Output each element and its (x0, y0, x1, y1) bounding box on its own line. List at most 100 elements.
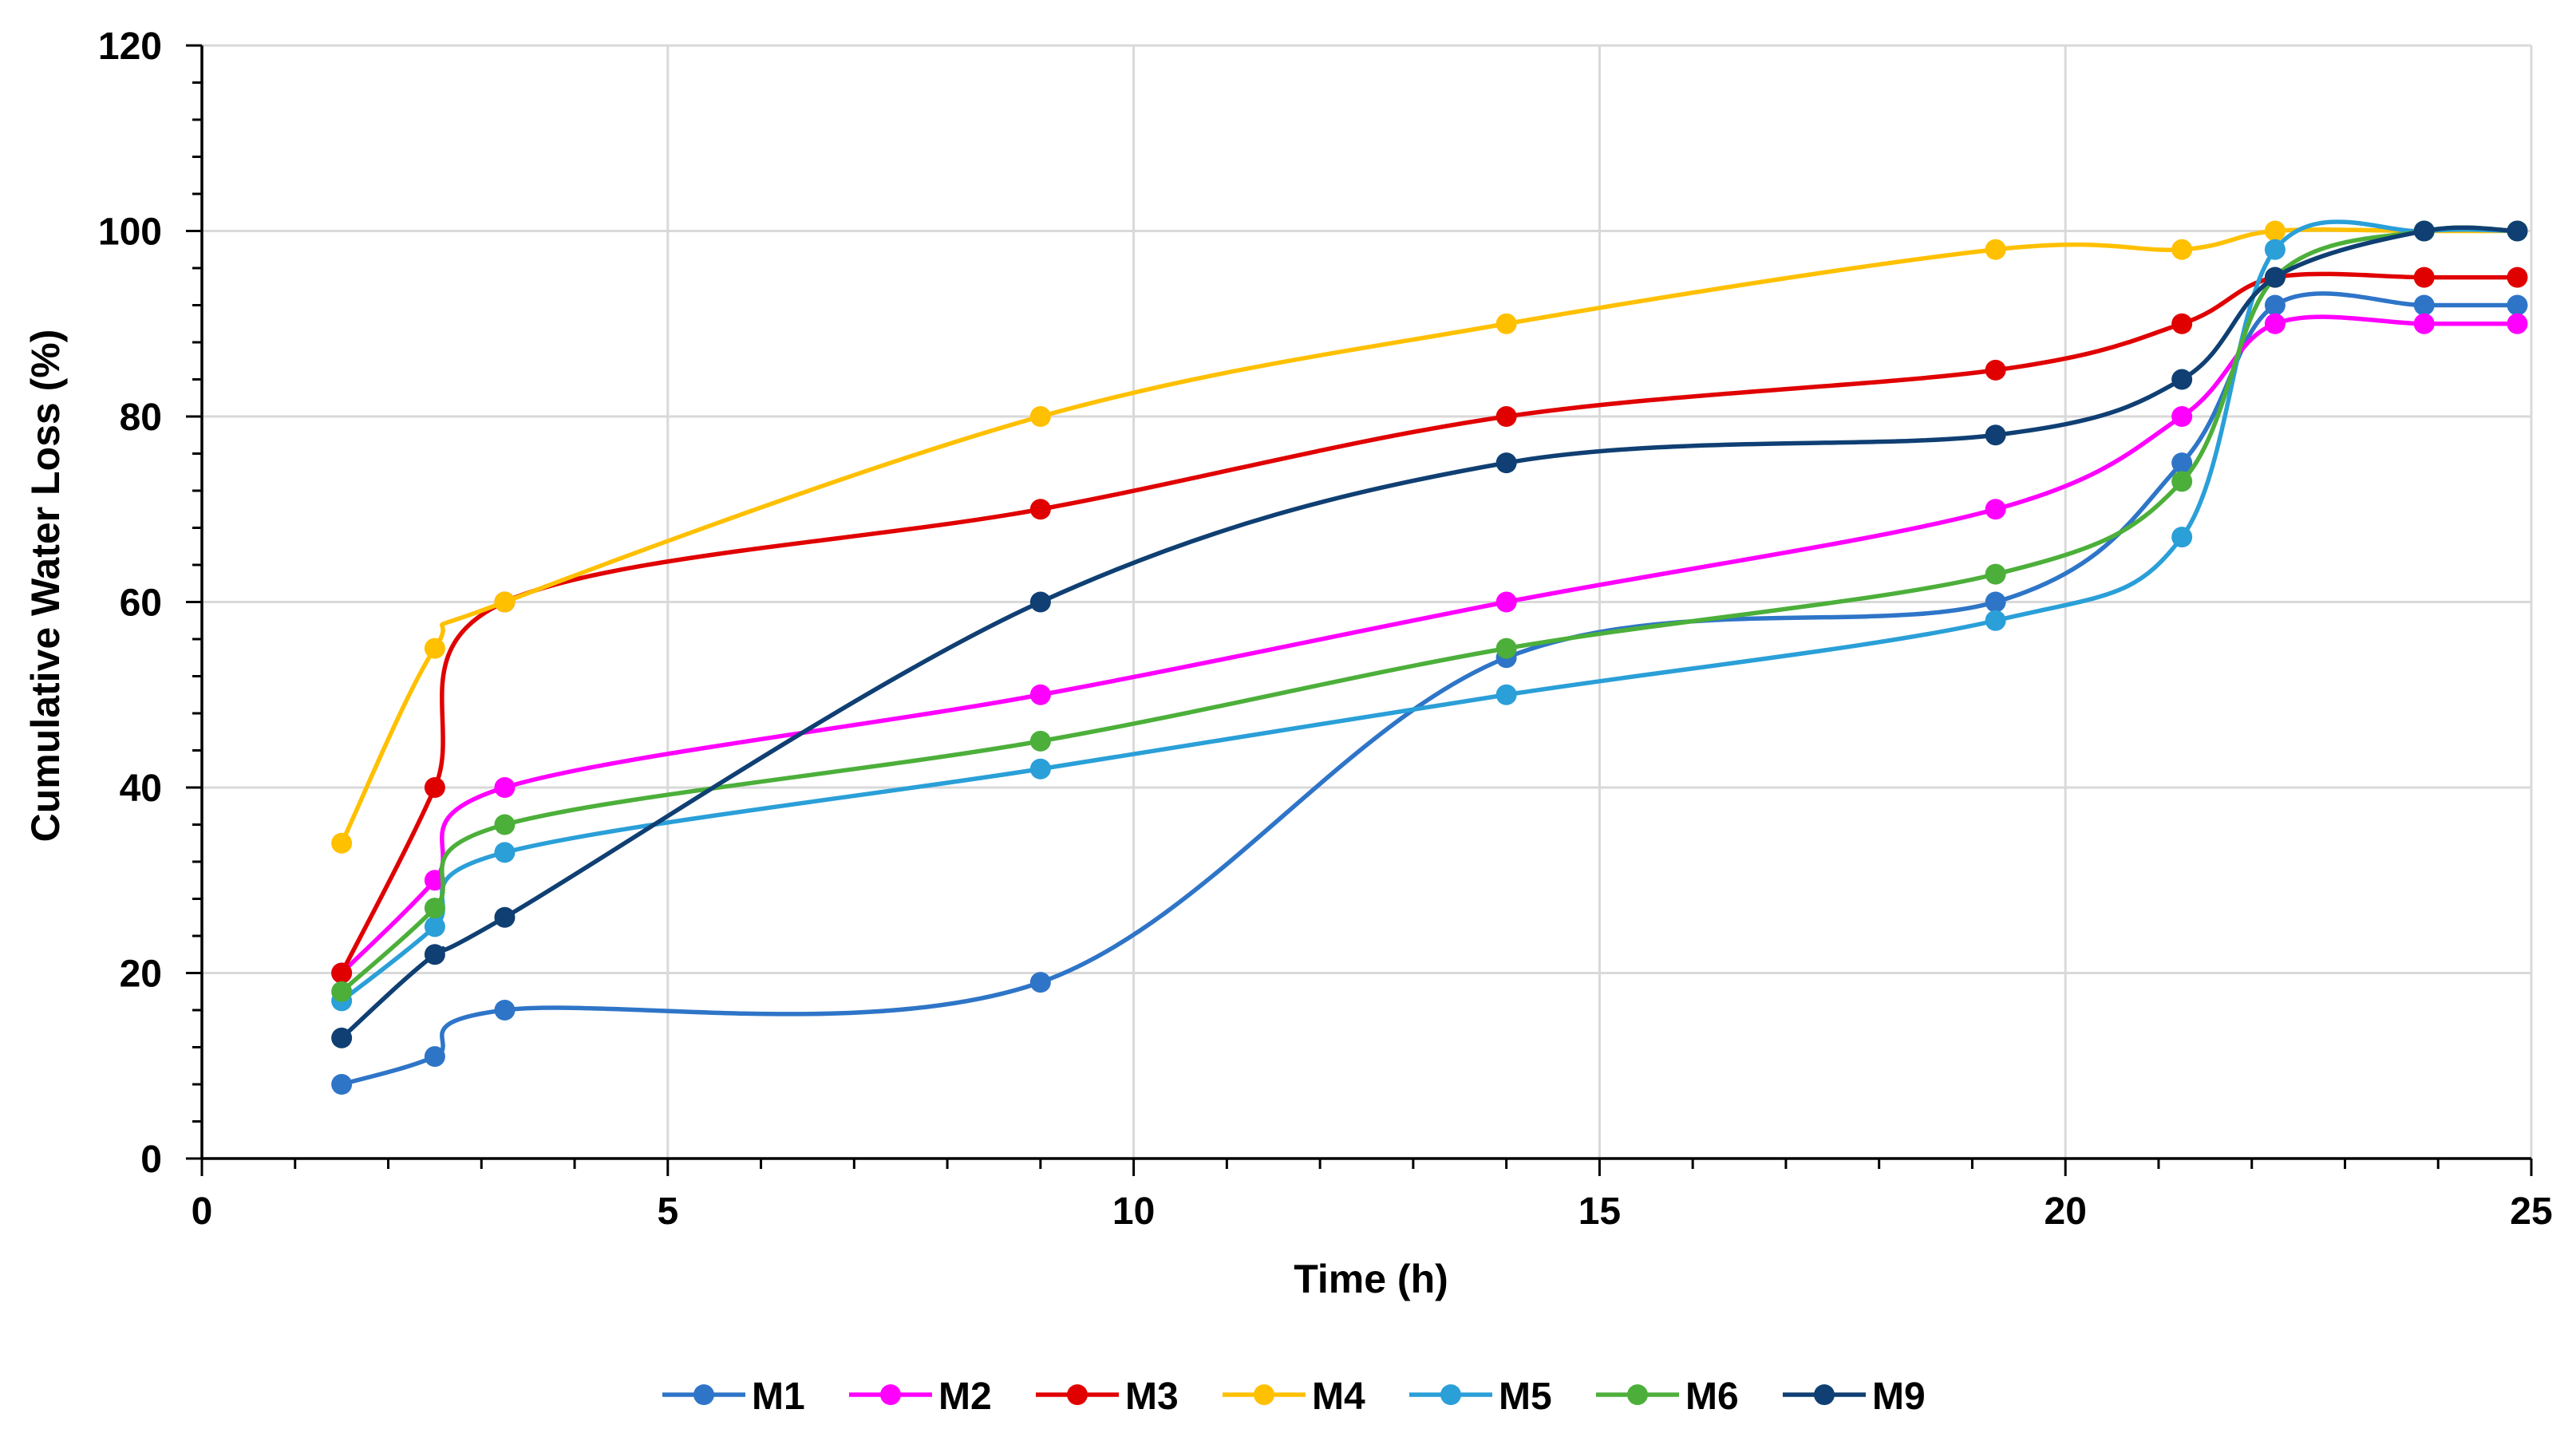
x-tick-label: 25 (2510, 1190, 2552, 1233)
legend-item-m2: M2 (849, 1376, 992, 1418)
data-point-m6 (424, 898, 445, 919)
legend-marker (1440, 1384, 1461, 1405)
data-point-m2 (1029, 684, 1051, 705)
data-point-m9 (494, 906, 516, 928)
data-point-m4 (1985, 239, 2006, 260)
data-point-m3 (2413, 266, 2435, 288)
y-tick-label: 60 (120, 582, 162, 625)
data-point-m5 (2171, 527, 2193, 548)
data-point-m5 (424, 916, 445, 938)
data-point-m9 (1029, 591, 1051, 613)
legend-item-m3: M3 (1036, 1376, 1179, 1418)
data-point-m4 (424, 638, 445, 659)
data-point-m6 (1029, 730, 1051, 752)
y-tick-label: 0 (140, 1139, 162, 1181)
data-point-m4 (2171, 239, 2193, 260)
data-point-m4 (494, 591, 516, 613)
data-point-m1 (1985, 591, 2006, 613)
series-m9 (331, 220, 2528, 1048)
data-point-m6 (331, 981, 353, 1002)
x-tick-label: 5 (657, 1190, 678, 1233)
data-point-m6 (1495, 638, 1517, 659)
legend-marker (1067, 1384, 1088, 1405)
legend-label: M9 (1872, 1376, 1926, 1418)
data-point-m9 (331, 1027, 353, 1048)
data-point-m6 (1985, 563, 2006, 585)
legend-label: M5 (1499, 1376, 1552, 1418)
data-point-m1 (2171, 452, 2193, 474)
x-tick-label: 20 (2045, 1190, 2087, 1233)
legend-label: M2 (938, 1376, 992, 1418)
data-point-m6 (494, 814, 516, 835)
data-point-m5 (1029, 758, 1051, 780)
legend-marker (693, 1384, 714, 1405)
data-point-m1 (494, 1000, 516, 1020)
data-point-m1 (424, 1046, 445, 1068)
legend-label: M3 (1125, 1376, 1179, 1418)
data-point-m6 (2171, 471, 2193, 492)
legend-label: M4 (1312, 1376, 1365, 1418)
x-axis-title: Time (h) (1294, 1257, 1448, 1301)
grid (202, 44, 2533, 1159)
legend-marker (1627, 1384, 1648, 1405)
legend-item-m1: M1 (662, 1376, 805, 1418)
data-point-m4 (1029, 406, 1051, 427)
data-point-m3 (1495, 406, 1517, 427)
data-point-m4 (1495, 313, 1517, 334)
data-point-m4 (2264, 220, 2286, 242)
x-tick-label: 15 (1578, 1190, 1621, 1233)
data-point-m5 (1495, 684, 1517, 705)
legend-item-m9: M9 (1783, 1376, 1926, 1418)
data-point-m9 (2264, 266, 2286, 288)
data-point-m1 (2264, 294, 2286, 316)
legend-label: M6 (1685, 1376, 1739, 1418)
legend: M1 M2 M3 M4 M5 M6 M9 (662, 1376, 1926, 1418)
data-point-m3 (2507, 266, 2528, 288)
legend-item-m5: M5 (1409, 1376, 1552, 1418)
data-point-m5 (2264, 239, 2286, 260)
data-point-m3 (1985, 359, 2006, 381)
data-point-m3 (2171, 313, 2193, 334)
data-point-m9 (424, 944, 445, 965)
data-point-m3 (424, 777, 445, 798)
data-point-m2 (2413, 313, 2435, 334)
data-point-m4 (331, 832, 353, 854)
x-tick-label: 0 (192, 1190, 213, 1233)
data-point-m1 (2413, 294, 2435, 316)
legend-marker (1814, 1384, 1835, 1405)
legend-marker (880, 1384, 901, 1405)
data-point-m5 (494, 842, 516, 863)
legend-marker (1254, 1384, 1274, 1405)
data-point-m1 (2507, 294, 2528, 316)
data-point-m2 (2171, 406, 2193, 427)
x-tick-label: 10 (1112, 1190, 1155, 1233)
data-point-m9 (2507, 220, 2528, 242)
y-tick-label: 80 (120, 397, 162, 439)
y-tick-label: 40 (120, 768, 162, 810)
data-point-m2 (494, 777, 516, 798)
data-point-m3 (1029, 499, 1051, 520)
y-tick-label: 20 (120, 953, 162, 996)
y-tick-label: 120 (98, 26, 162, 68)
data-point-m9 (2413, 220, 2435, 242)
legend-item-m4: M4 (1223, 1376, 1365, 1418)
data-point-m3 (331, 962, 353, 984)
data-point-m2 (1495, 591, 1517, 613)
series-layer (331, 219, 2528, 1095)
data-point-m2 (1985, 499, 2006, 520)
ticks: 0 20 40 60 80 100 120 0 5 10 15 20 25 (98, 26, 2553, 1233)
legend-item-m6: M6 (1596, 1376, 1739, 1418)
y-axis-title: Cumulative Water Loss (%) (23, 330, 68, 843)
data-point-m1 (331, 1074, 353, 1095)
series-m2 (331, 313, 2528, 984)
data-point-m2 (2264, 313, 2286, 334)
data-point-m9 (2171, 369, 2193, 390)
data-point-m9 (1985, 424, 2006, 446)
y-tick-label: 100 (98, 211, 162, 254)
legend-label: M1 (752, 1376, 805, 1418)
data-point-m9 (1495, 452, 1517, 474)
data-point-m5 (1985, 610, 2006, 631)
data-point-m1 (1029, 972, 1051, 993)
